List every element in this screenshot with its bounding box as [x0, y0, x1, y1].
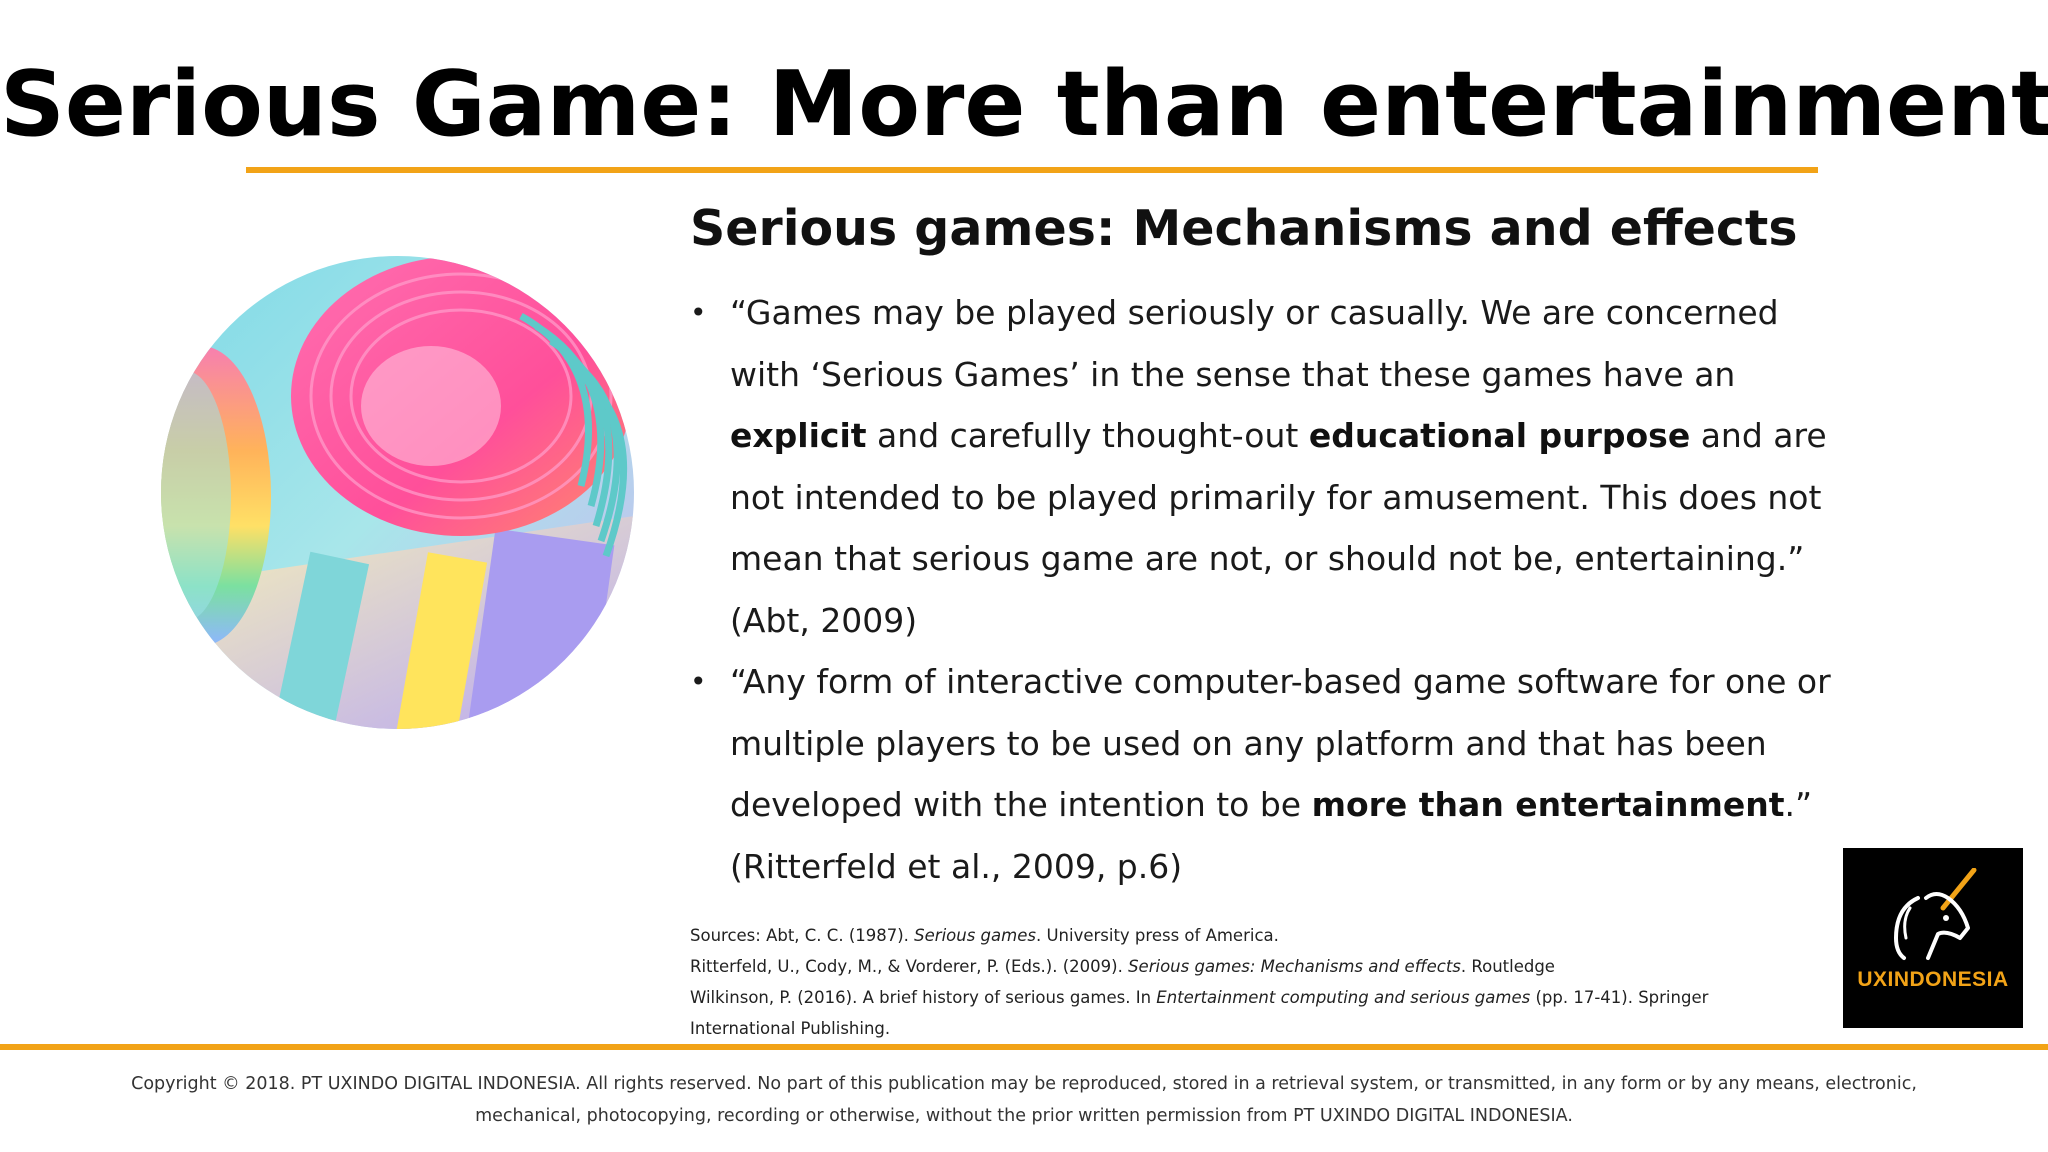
source-ritterfeld: Ritterfeld, U., Cody, M., & Vorderer, P.… [690, 951, 1800, 982]
source-abt: Sources: Abt, C. C. (1987). Serious game… [690, 920, 1800, 951]
slide-title: Serious Game: More than entertainment [0, 52, 2048, 157]
source-text: Ritterfeld, U., Cody, M., & Vorderer, P.… [690, 957, 1129, 976]
logo-wordmark: UXINDONESIA [1857, 968, 2009, 991]
section-subtitle: Serious games: Mechanisms and effects [690, 200, 1798, 257]
slinky-photo [161, 256, 634, 729]
source-title: Entertainment computing and serious game… [1156, 988, 1531, 1007]
sources-list: Sources: Abt, C. C. (1987). Serious game… [690, 920, 1800, 1044]
quote-text: “Any form of interactive computer-based … [730, 662, 1831, 824]
quote-text: “Games may be played seriously or casual… [730, 293, 1779, 394]
unicorn-head-icon [1893, 868, 1977, 960]
quote-abt: • “Games may be played seriously or casu… [690, 282, 1840, 651]
source-text: Wilkinson, P. (2016). A brief history of… [690, 988, 1157, 1007]
source-title: Serious games [914, 926, 1036, 945]
copyright-notice: Copyright © 2018. PT UXINDO DIGITAL INDO… [131, 1074, 1917, 1126]
quote-text: and are not intended to be played primar… [730, 416, 1827, 640]
title-divider [246, 167, 1818, 173]
bullet-dot: • [690, 296, 707, 329]
source-title: Serious games: Mechanisms and effects [1128, 957, 1461, 976]
quote-text: and carefully thought-out [866, 416, 1309, 455]
emphasis-educational-purpose: educational purpose [1308, 416, 1691, 455]
footer-divider [0, 1044, 2048, 1050]
source-wilkinson: Wilkinson, P. (2016). A brief history of… [690, 982, 1800, 1044]
uxindonesia-logo: UXINDONESIA [1843, 848, 2023, 1028]
quote-list: • “Games may be played seriously or casu… [690, 282, 1840, 897]
bullet-dot: • [690, 665, 707, 698]
source-text: . University press of America. [1035, 926, 1279, 945]
quote-text: .” (Ritterfeld et al., 2009, p.6) [730, 785, 1813, 886]
source-text: (pp. 17-41). Springer International Publ… [690, 988, 1709, 1038]
emphasis-explicit: explicit [730, 416, 867, 455]
quote-ritterfeld: • “Any form of interactive computer-base… [690, 651, 1840, 897]
emphasis-more-than-entertainment: more than entertainment [1311, 785, 1785, 824]
source-text: Sources: Abt, C. C. (1987). [690, 926, 915, 945]
source-text: . Routledge [1460, 957, 1555, 976]
